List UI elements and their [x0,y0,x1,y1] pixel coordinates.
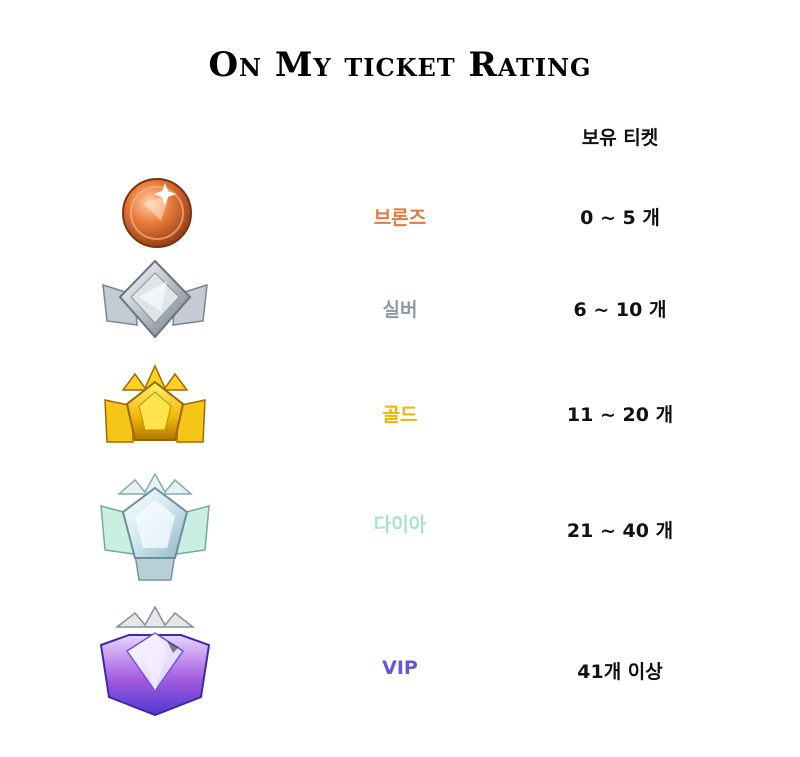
tier-row-gold: 골드 11 ~ 20 개 [0,360,800,460]
tier-name-diamond: 다이아 [373,514,427,536]
tier-name-silver: 실버 [382,299,418,321]
tier-row-diamond: 다이아 21 ~ 40 개 [0,470,800,581]
tier-name-bronze: 브론즈 [373,207,427,229]
tier-row-silver: 실버 6 ~ 10 개 [0,255,800,355]
gold-crown-emblem-icon [95,360,215,460]
silver-emblem-icon [95,255,215,355]
page-title: On My ticket Rating [208,45,592,85]
tier-count-bronze: 0 ~ 5 개 [580,207,660,229]
bronze-medal-icon [95,165,215,265]
tier-count-diamond: 21 ~ 40 개 [566,520,674,542]
diamond-crown-emblem-icon [95,470,215,585]
vip-diamond-emblem-icon [95,605,215,717]
tier-name-vip: VIP [382,657,418,679]
ticket-count-header: 보유 티켓 [581,127,659,149]
tier-count-silver: 6 ~ 10 개 [573,299,667,321]
tier-row-vip: VIP 41개 이상 [0,605,800,720]
tier-count-gold: 11 ~ 20 개 [566,404,674,426]
tier-name-gold: 골드 [382,404,418,426]
tier-count-vip: 41개 이상 [577,661,663,683]
tier-row-bronze: 브론즈 0 ~ 5 개 [0,165,800,265]
